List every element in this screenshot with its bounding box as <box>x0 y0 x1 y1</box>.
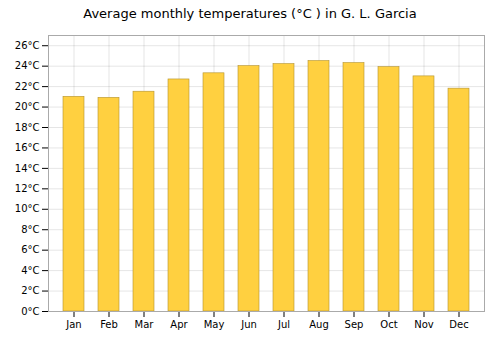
svg-text:10°C: 10°C <box>15 203 40 214</box>
svg-text:Dec: Dec <box>449 319 468 330</box>
svg-text:Oct: Oct <box>380 319 397 330</box>
svg-text:22°C: 22°C <box>15 81 40 92</box>
svg-text:Jul: Jul <box>277 319 290 330</box>
svg-text:May: May <box>204 319 225 330</box>
svg-text:12°C: 12°C <box>15 183 40 194</box>
svg-text:26°C: 26°C <box>15 40 40 51</box>
svg-text:0°C: 0°C <box>21 306 39 317</box>
html-text:Average monthly temperatures (: Average monthly temperatures (°C ) in G.… <box>83 6 417 21</box>
svg-text:8°C: 8°C <box>21 224 39 235</box>
svg-text:Sep: Sep <box>345 319 364 330</box>
svg-text:20°C: 20°C <box>15 101 40 112</box>
svg-text:2°C: 2°C <box>21 285 39 296</box>
svg-text:Jan: Jan <box>65 319 81 330</box>
svg-text:Aug: Aug <box>309 319 329 330</box>
svg-text:18°C: 18°C <box>15 122 40 133</box>
svg-text:6°C: 6°C <box>21 244 39 255</box>
svg-text:Mar: Mar <box>135 319 155 330</box>
svg-text:4°C: 4°C <box>21 265 39 276</box>
svg-text:Jun: Jun <box>240 319 257 330</box>
svg-text:24°C: 24°C <box>15 60 40 71</box>
svg-text:16°C: 16°C <box>15 142 40 153</box>
svg-text:Feb: Feb <box>100 319 118 330</box>
svg-text:Nov: Nov <box>414 319 434 330</box>
svg-text:Apr: Apr <box>170 319 188 330</box>
svg-text:14°C: 14°C <box>15 163 40 174</box>
